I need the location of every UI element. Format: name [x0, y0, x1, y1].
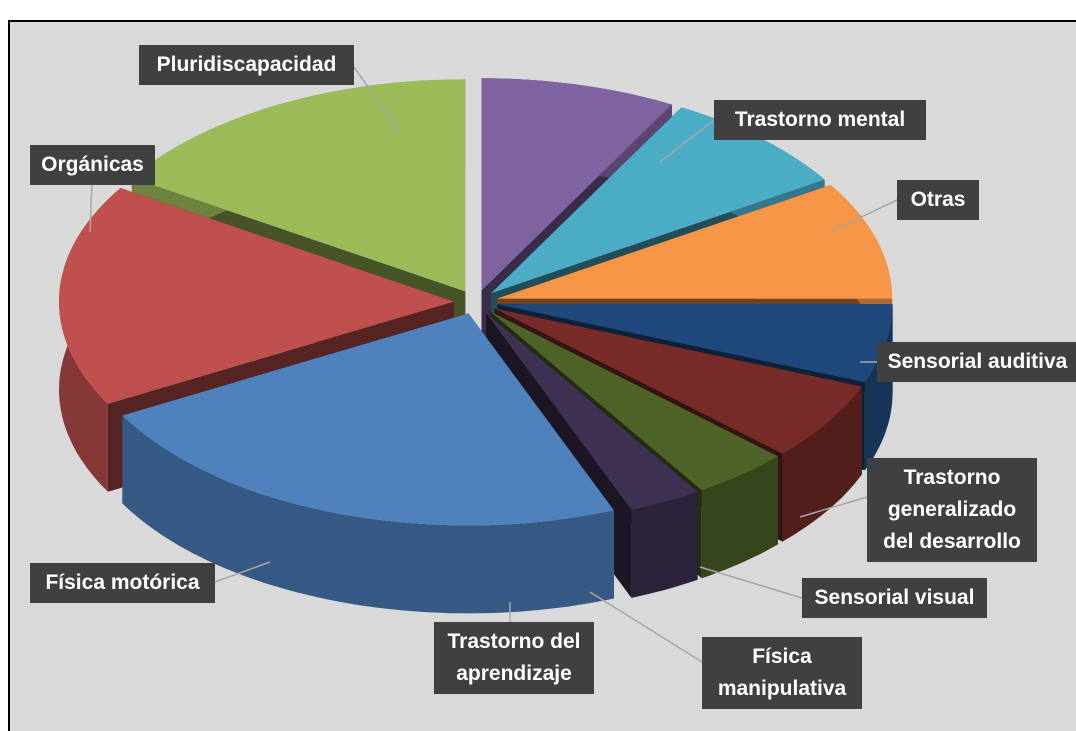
slice-label: Orgánicas: [30, 145, 155, 185]
slice-wall: [782, 386, 862, 542]
leader-line: [699, 566, 803, 599]
slice-top: [131, 79, 466, 292]
slice-top: [497, 304, 893, 383]
slice-top: [491, 107, 825, 294]
slice-top: [490, 311, 778, 491]
slice-label: Física manipulativa: [702, 637, 862, 709]
chart-area: Trastorno mental Otras Sensorial auditiva T…: [8, 20, 1076, 731]
slice-wall: [701, 456, 778, 579]
slice-label: Sensorial visual: [802, 578, 987, 618]
slice-label: Otras: [897, 180, 979, 220]
chart: [59, 66, 898, 663]
slice-top: [122, 313, 615, 526]
slice-top: [497, 185, 893, 299]
slice-top: [59, 188, 454, 404]
leader-line: [89, 181, 93, 233]
leader-line: [214, 561, 271, 583]
slice-label: Pluridiscapacidad: [139, 45, 354, 85]
pie-slice: [122, 313, 615, 614]
leader-line: [353, 66, 401, 133]
leader-line: [829, 199, 898, 233]
slice-top: [494, 308, 862, 454]
slice-wall: [122, 415, 615, 614]
slice-label: Física motórica: [30, 563, 215, 603]
slice-label: Trastorno del aprendizaje: [434, 622, 594, 694]
slice-top: [486, 312, 698, 510]
slice-label: Sensorial auditiva: [877, 342, 1076, 382]
leader-line: [799, 496, 868, 518]
leader-line: [589, 591, 703, 663]
slice-top: [481, 78, 672, 291]
slice-label: Trastorno mental: [714, 100, 926, 140]
slice-wall: [631, 491, 698, 598]
leader-line: [659, 119, 715, 163]
slice-label: Trastorno generalizado del desarrollo: [867, 458, 1037, 562]
